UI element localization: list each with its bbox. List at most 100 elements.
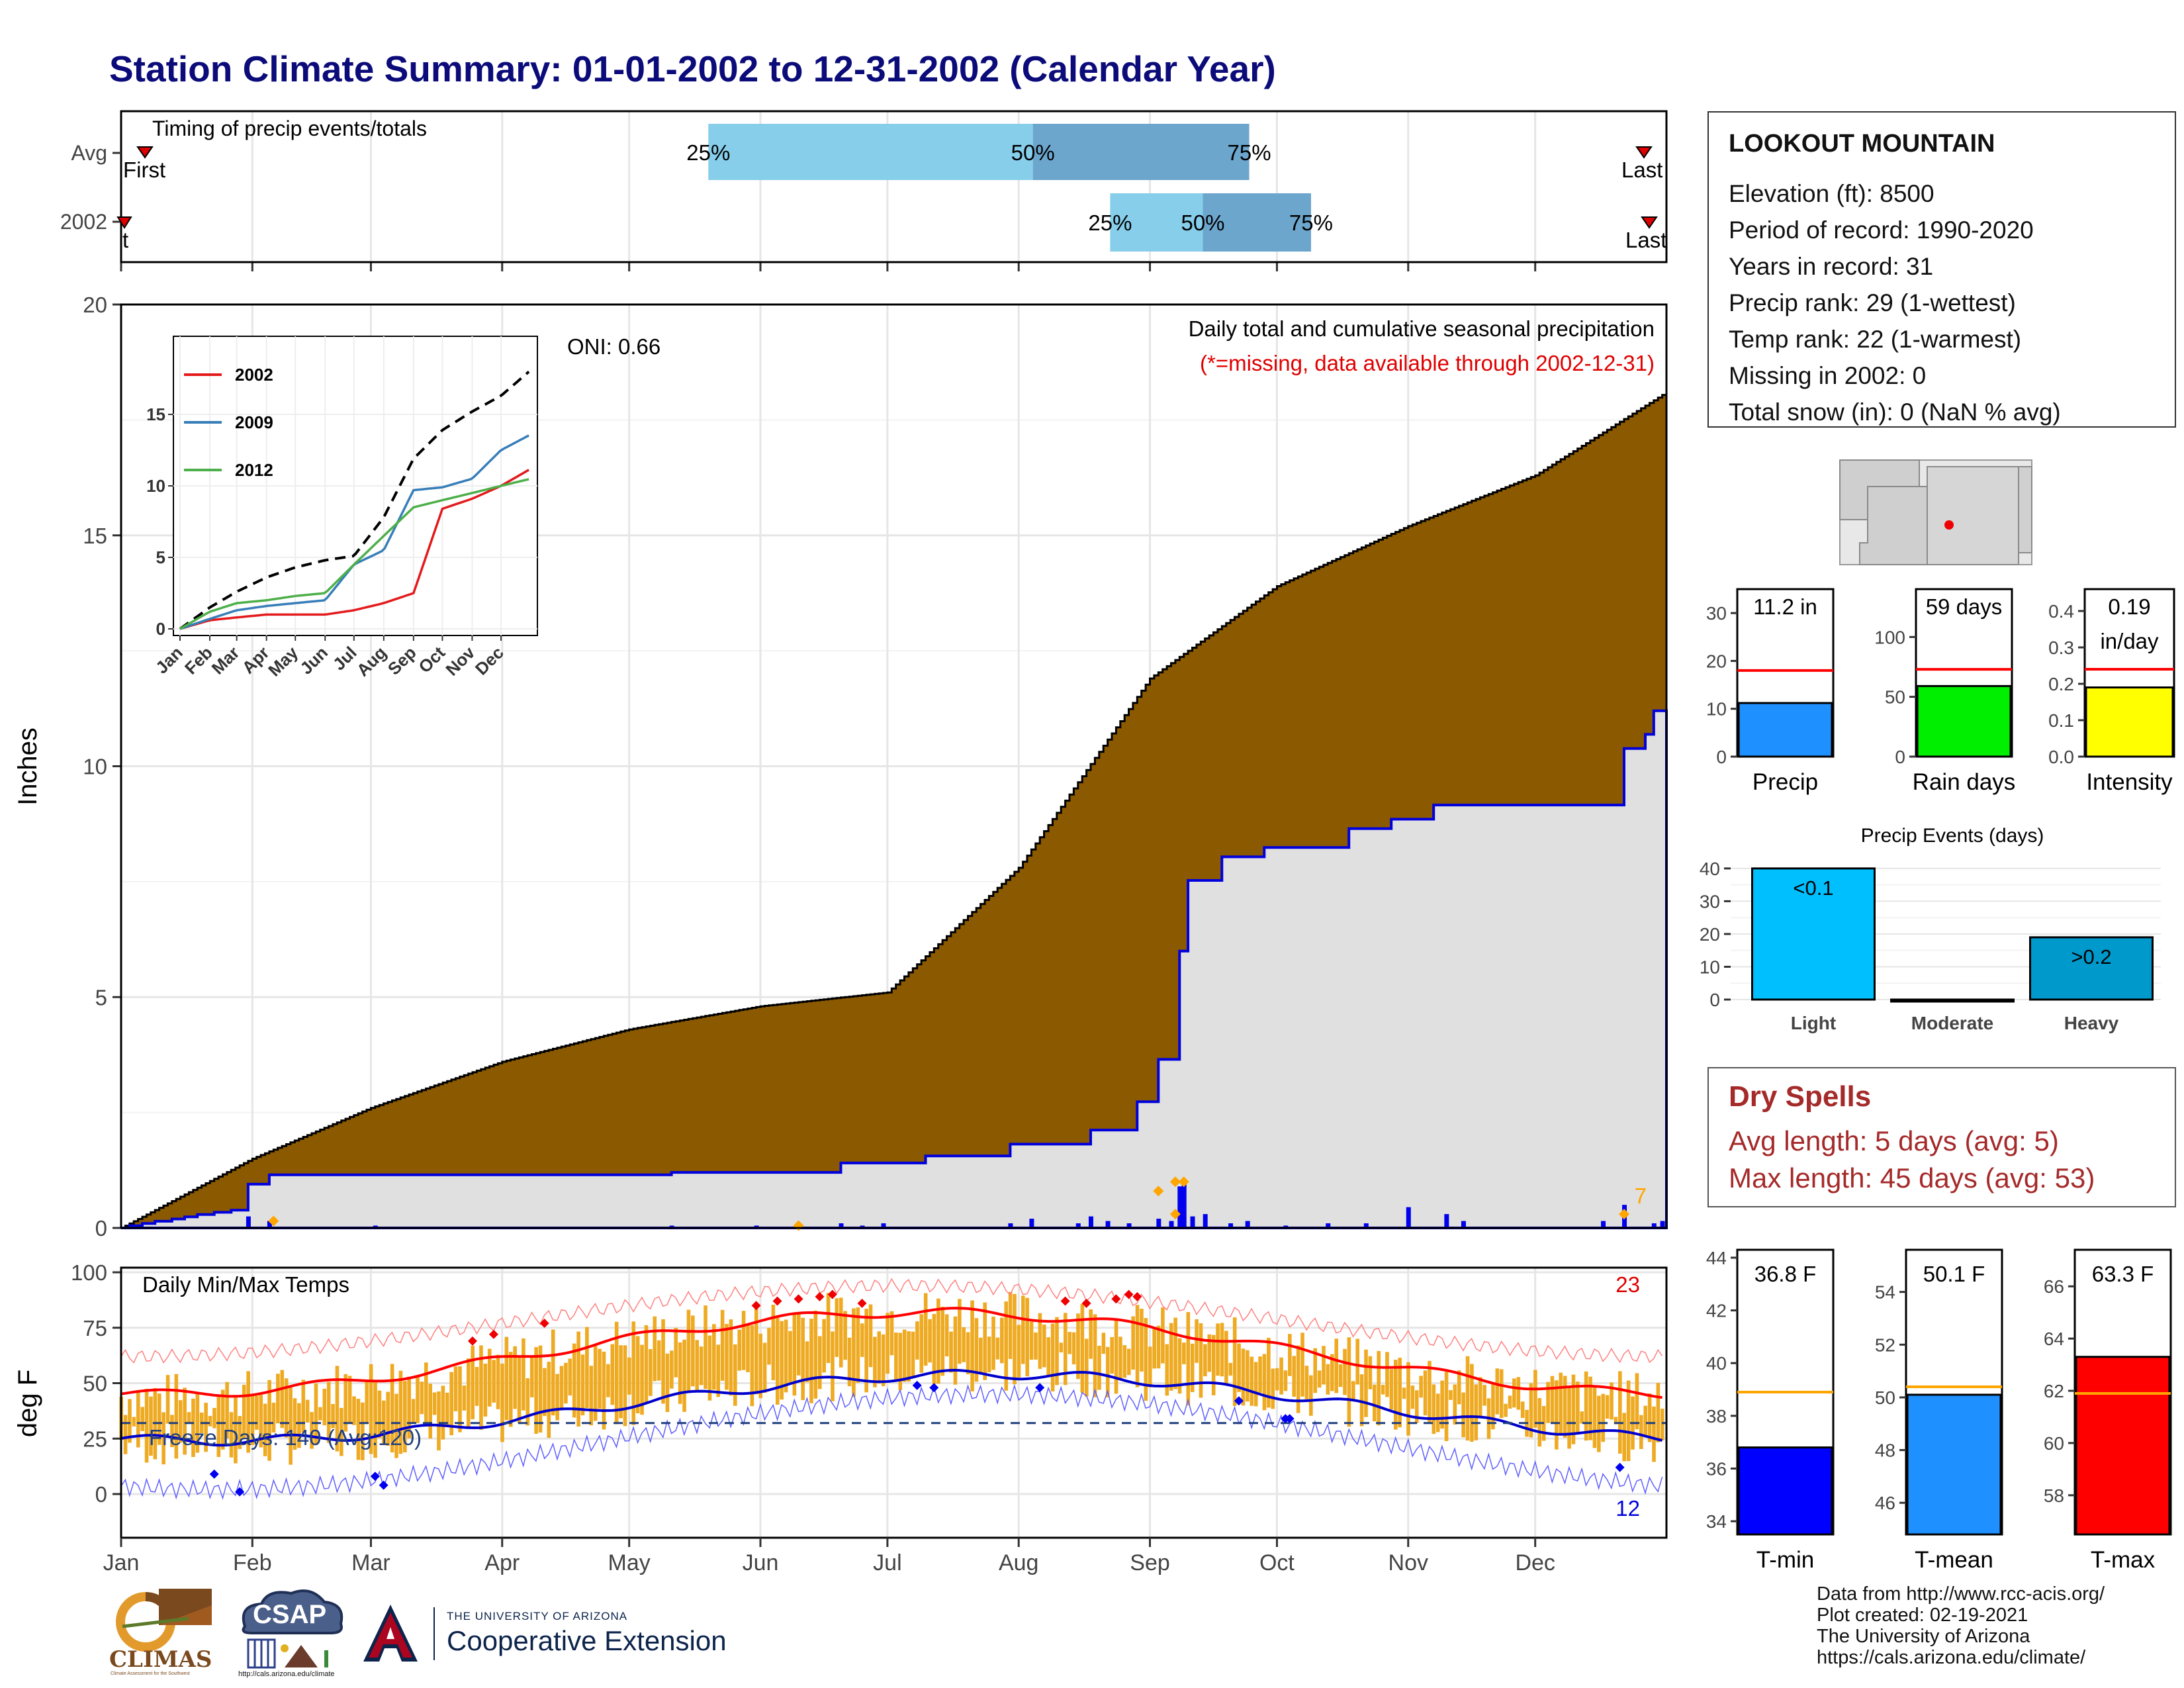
daily-temp-bar <box>741 1311 746 1370</box>
daily-temp-bar <box>170 1415 174 1448</box>
station-info-box: LOOKOUT MOUNTAIN Elevation (ft): 8500 Pe… <box>1707 111 2176 428</box>
daily-temp-bar <box>686 1309 691 1391</box>
daily-temp-bar <box>411 1399 416 1423</box>
daily-temp-bar <box>390 1364 394 1453</box>
daily-temp-bar <box>365 1380 369 1425</box>
daily-temp-bar <box>822 1319 826 1373</box>
daily-temp-bar <box>1377 1350 1381 1426</box>
daily-temp-bar <box>394 1393 398 1458</box>
inset-avg-line <box>179 370 530 630</box>
daily-temp-bar <box>1592 1387 1597 1448</box>
daily-temp-bar <box>1038 1313 1042 1369</box>
daily-temp-bar <box>1326 1364 1330 1395</box>
daily-temp-bar <box>674 1327 678 1378</box>
daily-temp-bar <box>1241 1348 1246 1406</box>
footer-url: https://cals.arizona.edu/climate/ <box>1817 1647 2086 1668</box>
daily-temp-bar <box>576 1331 580 1427</box>
daily-precip-bar <box>1126 1223 1132 1228</box>
daily-temp-bar <box>1195 1319 1199 1363</box>
events-ytick-label: 40 <box>1700 859 1720 879</box>
daily-temp-bar <box>1211 1335 1216 1395</box>
daily-temp-bar <box>1008 1291 1013 1359</box>
daily-temp-bar <box>1474 1384 1479 1440</box>
daily-temp-bar <box>1258 1356 1262 1393</box>
daily-temp-bar <box>780 1321 784 1400</box>
daily-temp-bar <box>704 1305 707 1389</box>
month-label: Feb <box>233 1550 272 1575</box>
tmin-ytick-label: 44 <box>1706 1248 1727 1268</box>
daily-temp-bar <box>1343 1348 1347 1395</box>
daily-temp-bar <box>149 1396 153 1456</box>
precip-ytick-label: 5 <box>95 985 107 1009</box>
daily-temp-bar <box>868 1304 873 1368</box>
daily-temp-bar <box>1237 1343 1241 1392</box>
dry-spells-box: Dry Spells Avg length: 5 days (avg: 5) M… <box>1707 1067 2176 1207</box>
daily-temp-bar <box>547 1362 551 1438</box>
precip-corner-count: 7 <box>1635 1184 1647 1208</box>
daily-temp-bar <box>733 1344 737 1406</box>
daily-temp-bar <box>356 1399 361 1460</box>
daily-temp-bar <box>1309 1375 1313 1416</box>
daily-temp-bar <box>1338 1364 1343 1387</box>
daily-precip-bar <box>373 1225 378 1228</box>
daily-temp-bar <box>877 1331 882 1383</box>
precip-caption: Daily total and cumulative seasonal prec… <box>1189 316 1655 341</box>
precip-rank: Precip rank: 29 (1-wettest) <box>1729 289 2016 316</box>
daily-temp-bar <box>894 1333 898 1382</box>
record-high-marker <box>1111 1294 1121 1304</box>
daily-precip-bar <box>860 1225 865 1228</box>
precip-ytick-label: 10 <box>83 755 107 779</box>
daily-temp-bar <box>178 1400 183 1443</box>
daily-temp-bar <box>1440 1380 1444 1429</box>
daily-temp-bar <box>1080 1303 1085 1393</box>
daily-temp-bar <box>331 1403 335 1429</box>
record-high-marker <box>751 1301 761 1311</box>
daily-temp-bar <box>1216 1323 1220 1376</box>
events-category-label: Moderate <box>1911 1013 1993 1033</box>
daily-temp-bar <box>1512 1378 1516 1408</box>
footer-plot-created: Plot created: 02-19-2021 <box>1817 1605 2028 1626</box>
daily-temp-bar <box>1449 1390 1453 1400</box>
record-high-marker <box>1124 1289 1134 1299</box>
daily-temp-bar <box>1250 1356 1254 1406</box>
daily-temp-bar <box>1068 1332 1071 1354</box>
daily-temp-bar <box>1161 1307 1165 1364</box>
tmax-avg-line <box>120 1307 1662 1399</box>
daily-temp-bar <box>970 1300 974 1391</box>
daily-temp-bar <box>580 1354 585 1416</box>
events-bar-label: >0.2 <box>2071 945 2111 968</box>
daily-temp-bar <box>293 1398 297 1450</box>
daily-temp-bar <box>1304 1366 1309 1399</box>
intensity-label: Intensity <box>2086 769 2173 795</box>
daily-precip-bar <box>1181 1184 1187 1228</box>
daily-temp-bar <box>1199 1323 1203 1398</box>
inset-ytick-label: 10 <box>146 476 165 496</box>
daily-temp-bar <box>966 1332 970 1375</box>
csap-logo: CSAP http://cals.arizona.edu/climate <box>232 1585 351 1681</box>
footer-credits: Data from http://www.rcc-acis.org/ Plot … <box>1817 1583 2105 1668</box>
heavy-precip-marker <box>1169 1176 1181 1188</box>
daily-temp-bar <box>1605 1395 1610 1419</box>
daily-temp-bar <box>1029 1321 1034 1360</box>
climas-subtitle: Climate Assessment for the Southwest <box>111 1671 190 1676</box>
daily-temp-bar <box>974 1318 979 1382</box>
daily-temp-bar <box>398 1370 403 1454</box>
daily-temp-bar <box>589 1366 594 1426</box>
daily-temp-bar <box>1414 1390 1419 1423</box>
record-high-marker <box>815 1291 825 1301</box>
heavy-precip-marker <box>1169 1209 1181 1220</box>
tmean-ytick-label: 54 <box>1875 1282 1895 1303</box>
daily-temp-bar <box>801 1317 805 1401</box>
timing-pct-label: 50% <box>1181 211 1224 235</box>
tmean-ytick-label: 52 <box>1875 1335 1895 1355</box>
inset-line-2012 <box>179 478 529 630</box>
daily-temp-bar <box>1253 1362 1258 1407</box>
heavy-precip-marker <box>1619 1209 1630 1220</box>
daily-precip-bar <box>1245 1221 1250 1228</box>
daily-temp-bar <box>449 1372 453 1436</box>
daily-temp-bar <box>212 1407 216 1429</box>
month-label: Dec <box>1515 1550 1555 1575</box>
daily-temp-bar <box>1232 1317 1237 1406</box>
